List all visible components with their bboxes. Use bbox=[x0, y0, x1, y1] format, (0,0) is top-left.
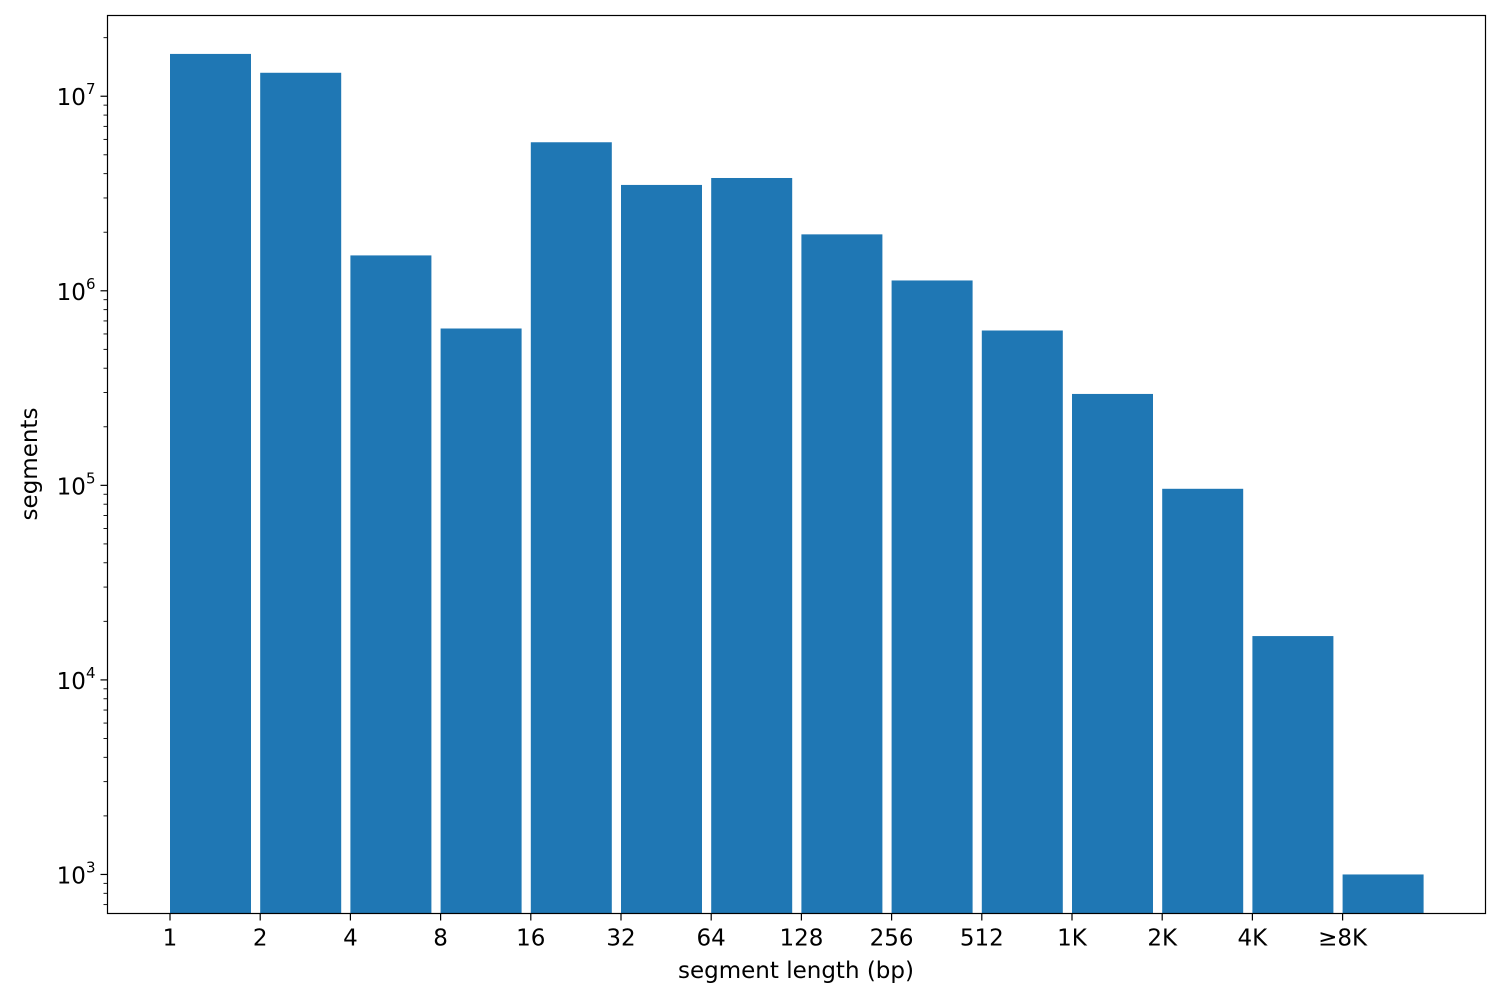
bar-8 bbox=[440, 328, 522, 914]
y-minor-ticks bbox=[103, 37, 108, 906]
x-tick-label: 4 bbox=[343, 926, 358, 952]
bar-4 bbox=[350, 255, 432, 914]
y-tick-label: 105 bbox=[57, 469, 96, 500]
x-tick-label: 4K bbox=[1238, 926, 1269, 952]
x-tick-label: 2K bbox=[1147, 926, 1178, 952]
bar-64 bbox=[711, 177, 793, 914]
y-tick-label: 103 bbox=[57, 858, 96, 889]
plot-frame bbox=[106, 14, 1487, 915]
x-tick-label: 64 bbox=[697, 926, 726, 952]
x-tick-label: ≥8K bbox=[1318, 926, 1368, 952]
bar-128 bbox=[801, 234, 883, 914]
bar-4K bbox=[1252, 636, 1334, 914]
x-tick-label: 256 bbox=[870, 926, 914, 952]
bar-256 bbox=[891, 280, 973, 914]
bar-≥8K bbox=[1342, 874, 1424, 914]
bars-group bbox=[170, 53, 1424, 914]
bar-512 bbox=[981, 330, 1063, 914]
x-tick-label: 2 bbox=[253, 926, 268, 952]
y-axis-title: segments bbox=[17, 408, 43, 521]
x-axis-title: segment length (bp) bbox=[678, 958, 914, 984]
y-tick-label: 104 bbox=[57, 664, 96, 695]
x-tick-label: 16 bbox=[516, 926, 545, 952]
x-tick-label: 128 bbox=[779, 926, 823, 952]
bar-1 bbox=[170, 53, 251, 914]
x-tick-label: 512 bbox=[960, 926, 1004, 952]
x-tick-label: 1K bbox=[1057, 926, 1088, 952]
x-tick-label: 1 bbox=[163, 926, 178, 952]
y-tick-label: 106 bbox=[57, 275, 96, 306]
y-tick-label: 107 bbox=[57, 80, 96, 111]
bar-2K bbox=[1162, 488, 1244, 914]
y-axis-ticks: 103 104 105 106 107 bbox=[57, 80, 108, 889]
bar-2 bbox=[260, 72, 342, 914]
bar-16 bbox=[530, 142, 612, 914]
x-axis-ticks: 1 2 4 8 16 32 64 128 256 512 1K 2K 4K ≥8K bbox=[163, 913, 1368, 952]
x-tick-label: 8 bbox=[433, 926, 448, 952]
bar-1K bbox=[1072, 393, 1153, 914]
x-tick-label: 32 bbox=[606, 926, 635, 952]
bar-32 bbox=[621, 184, 702, 914]
